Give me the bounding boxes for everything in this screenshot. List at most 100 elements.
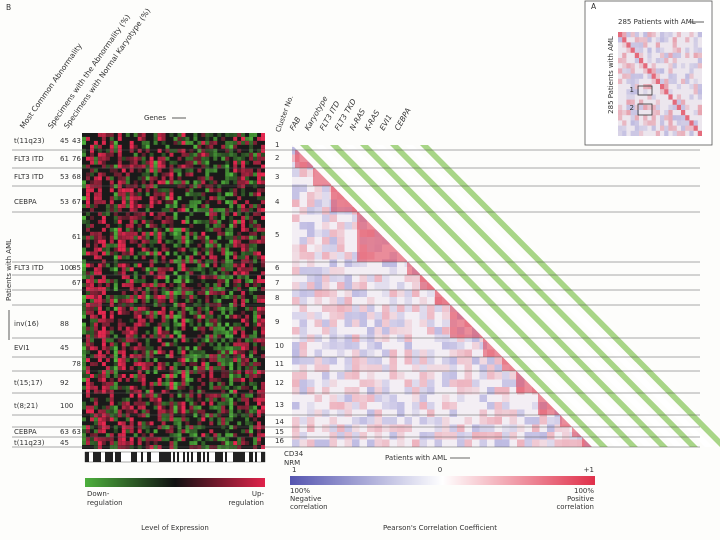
heatmap-cell	[141, 279, 146, 284]
heatmap-cell	[173, 291, 178, 295]
corr-cell	[412, 304, 420, 312]
corr-cell	[314, 267, 322, 275]
inset-cell	[643, 63, 648, 69]
heatmap-cell	[93, 267, 98, 272]
heatmap-cell	[221, 346, 226, 351]
heatmap-cell	[257, 441, 261, 446]
corr-cell	[367, 274, 375, 282]
corr-cell	[292, 372, 300, 380]
heatmap-cell	[177, 279, 182, 284]
corr-cell	[337, 244, 345, 252]
heatmap-cell	[233, 140, 238, 145]
heatmap-cell	[86, 342, 90, 347]
heatmap-cell	[249, 393, 254, 398]
heatmap-cell	[149, 287, 154, 292]
heatmap-cell	[213, 188, 218, 193]
heatmap-cell	[177, 180, 182, 185]
heatmap-cell	[225, 172, 230, 177]
heatmap-cell	[161, 374, 166, 378]
heatmap-cell	[233, 413, 238, 418]
heatmap-cell	[169, 370, 174, 374]
heatmap-cell	[86, 235, 90, 240]
heatmap-cell	[189, 429, 194, 434]
heatmap-cell	[185, 180, 190, 185]
heatmap-cell	[93, 437, 98, 442]
heatmap-cell	[185, 164, 190, 169]
heatmap-cell	[109, 168, 114, 173]
heatmap-cell	[133, 204, 138, 209]
heatmap-cell	[225, 152, 230, 157]
heatmap-cell	[153, 235, 158, 240]
legend-note: Positive	[567, 495, 594, 503]
heatmap-cell	[225, 156, 230, 161]
heatmap-cell	[209, 437, 214, 442]
heatmap-cell	[189, 223, 194, 228]
heatmap-cell	[201, 247, 206, 252]
inset-cell	[651, 115, 656, 121]
heatmap-cell	[97, 176, 102, 181]
inset-cell	[672, 104, 677, 110]
corr-cell	[404, 274, 412, 282]
heatmap-cell	[253, 204, 258, 209]
heatmap-cell	[153, 393, 158, 398]
heatmap-cell	[249, 136, 254, 141]
heatmap-cell	[225, 401, 230, 406]
corr-cell	[344, 297, 352, 305]
corr-cell	[292, 192, 300, 200]
heatmap-cell	[233, 346, 238, 351]
heatmap-cell	[101, 251, 106, 256]
bar-tick	[135, 452, 137, 462]
cluster-number: 15	[275, 428, 284, 436]
heatmap-cell	[113, 215, 118, 220]
heatmap-cell	[101, 215, 106, 220]
heatmap-cell	[209, 358, 214, 363]
heatmap-cell	[189, 405, 194, 410]
corr-cell	[359, 312, 367, 320]
heatmap-cell	[197, 377, 202, 382]
heatmap-cell	[209, 267, 214, 272]
heatmap-cell	[109, 279, 114, 284]
heatmap-cell	[121, 247, 126, 252]
heatmap-cell	[125, 330, 130, 335]
heatmap-cell	[229, 140, 234, 145]
heatmap-cell	[161, 267, 166, 272]
inset-cell	[664, 89, 669, 95]
heatmap-cell	[177, 330, 182, 335]
heatmap-cell	[181, 354, 186, 359]
heatmap-cell	[209, 243, 214, 248]
inset-cell	[626, 110, 631, 116]
heatmap-cell	[197, 192, 202, 197]
heatmap-cell	[229, 291, 234, 295]
corr-cell	[359, 304, 367, 312]
heatmap-cell	[121, 255, 126, 260]
heatmap-cell	[245, 441, 250, 446]
heatmap-cell	[185, 227, 190, 232]
corr-cell	[307, 237, 315, 245]
heatmap-cell	[165, 385, 170, 390]
heatmap-cell	[173, 160, 178, 165]
corr-cell	[352, 214, 360, 222]
cluster-number: 16	[275, 437, 284, 445]
inset-cell	[630, 130, 635, 136]
corr-cell	[464, 364, 472, 372]
corr-cell	[412, 439, 420, 447]
corr-cell	[509, 432, 517, 440]
heatmap-cell	[149, 389, 154, 394]
heatmap-cell	[101, 385, 106, 390]
heatmap-cell	[217, 247, 222, 252]
cluster-number: 11	[275, 360, 284, 368]
heatmap-cell	[257, 397, 261, 402]
heatmap-cell	[189, 441, 194, 446]
corr-cell	[382, 379, 390, 387]
legend-note: correlation	[556, 503, 594, 511]
heatmap-cell	[233, 306, 238, 311]
heatmap-cell	[109, 409, 114, 414]
heatmap-cell	[141, 255, 146, 260]
heatmap-cell	[181, 208, 186, 213]
heatmap-cell	[145, 140, 150, 145]
heatmap-cell	[189, 259, 194, 264]
bar-tick	[163, 452, 165, 462]
corr-cell	[532, 402, 540, 410]
corr-cell	[397, 372, 405, 380]
heatmap-cell	[97, 192, 102, 197]
